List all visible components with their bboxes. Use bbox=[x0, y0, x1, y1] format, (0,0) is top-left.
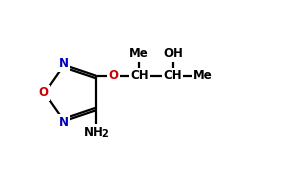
Text: N: N bbox=[59, 116, 69, 129]
Text: O: O bbox=[108, 69, 119, 82]
Text: CH: CH bbox=[130, 69, 148, 82]
Text: OH: OH bbox=[163, 47, 183, 60]
Text: 2: 2 bbox=[101, 129, 108, 139]
Text: Me: Me bbox=[193, 69, 212, 82]
Text: NH: NH bbox=[84, 126, 104, 139]
Text: CH: CH bbox=[164, 69, 182, 82]
Text: N: N bbox=[59, 57, 69, 70]
Text: Me: Me bbox=[129, 47, 149, 60]
Text: O: O bbox=[39, 87, 48, 100]
